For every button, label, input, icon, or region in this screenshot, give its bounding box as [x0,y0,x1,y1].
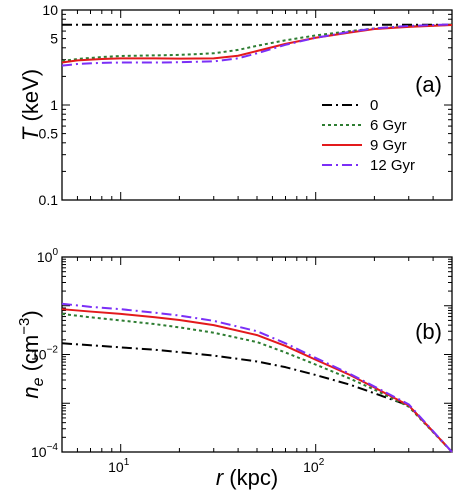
y-tick-exp: −4 [47,442,59,453]
x-ticks [61,10,453,200]
series-line-0 [61,342,453,453]
y-tick-label-text: 0.1 [39,192,59,208]
y-tick-base: 10 [31,444,47,460]
legend-label-0: 0 [370,97,378,114]
series-line-2 [61,308,453,453]
legend: 0 6 Gyr 9 Gyr 12 Gyr [322,97,415,174]
x-tick-base: 10 [303,459,319,475]
y-tick-label: 10 [42,2,58,18]
y-tick-label: 10−4 [31,442,58,460]
y-tick-label-text: 0.5 [39,126,59,142]
x-axis-label: r (kpc) [216,465,278,490]
y-ticks [62,256,452,453]
panel-label: (a) [415,72,442,97]
y-axis-unit-exp: −3 [16,318,33,335]
y-tick-base: 10 [37,249,53,265]
y-tick-label: 1 [50,97,58,113]
x-ticks [61,257,453,452]
y-axis-label: T (keV) [18,69,43,141]
y-axis-label: ne (cm−3) [16,310,47,398]
series-group [61,23,453,67]
y-tick-label-text: 10 [42,2,58,18]
series-line-3 [61,302,453,453]
x-axis-unit: (kpc) [223,465,278,490]
legend-label-3: 12 Gyr [370,157,415,174]
y-tick-label: 10−2 [31,345,58,363]
series-line-3 [61,23,453,67]
y-tick-label: 100 [37,247,59,265]
y-tick-base: 10 [31,347,47,363]
series-line-2 [61,24,453,64]
series-line-1 [61,23,453,63]
y-axis-unit-close: ) [18,310,43,317]
y-tick-label-text: 5 [50,31,58,47]
y-axis-symbol: T [18,126,43,141]
x-axis-symbol: r [216,465,225,490]
y-tick-label: 5 [50,31,58,47]
series-group [61,302,453,453]
y-tick-exp: −2 [47,345,59,356]
y-tick-label: 0.5 [39,126,59,142]
x-tick-label: 102 [303,457,325,475]
x-tick-base: 10 [108,459,124,475]
x-tick-label: 101 [108,457,130,475]
y-axis-subscript: e [30,377,47,386]
y-axis-unit: (cm [18,335,43,378]
y-tick-label: 0.1 [39,192,59,208]
y-tick-exp: 0 [52,247,58,258]
plot-frame [61,256,453,453]
y-axis-unit: (keV) [18,69,43,128]
x-tick-exp: 1 [124,457,130,468]
panel-a-temperature: 0.1 0.5 1 5 10 (a) T (keV) 0 6 Gyr 9 Gyr 12 Gyr [18,2,453,208]
x-tick-exp: 2 [319,457,325,468]
panel-label: (b) [415,319,442,344]
legend-label-2: 9 Gyr [370,137,407,154]
y-tick-label-text: 1 [50,97,58,113]
legend-label-1: 6 Gyr [370,117,407,134]
y-axis-symbol: n [18,386,43,398]
